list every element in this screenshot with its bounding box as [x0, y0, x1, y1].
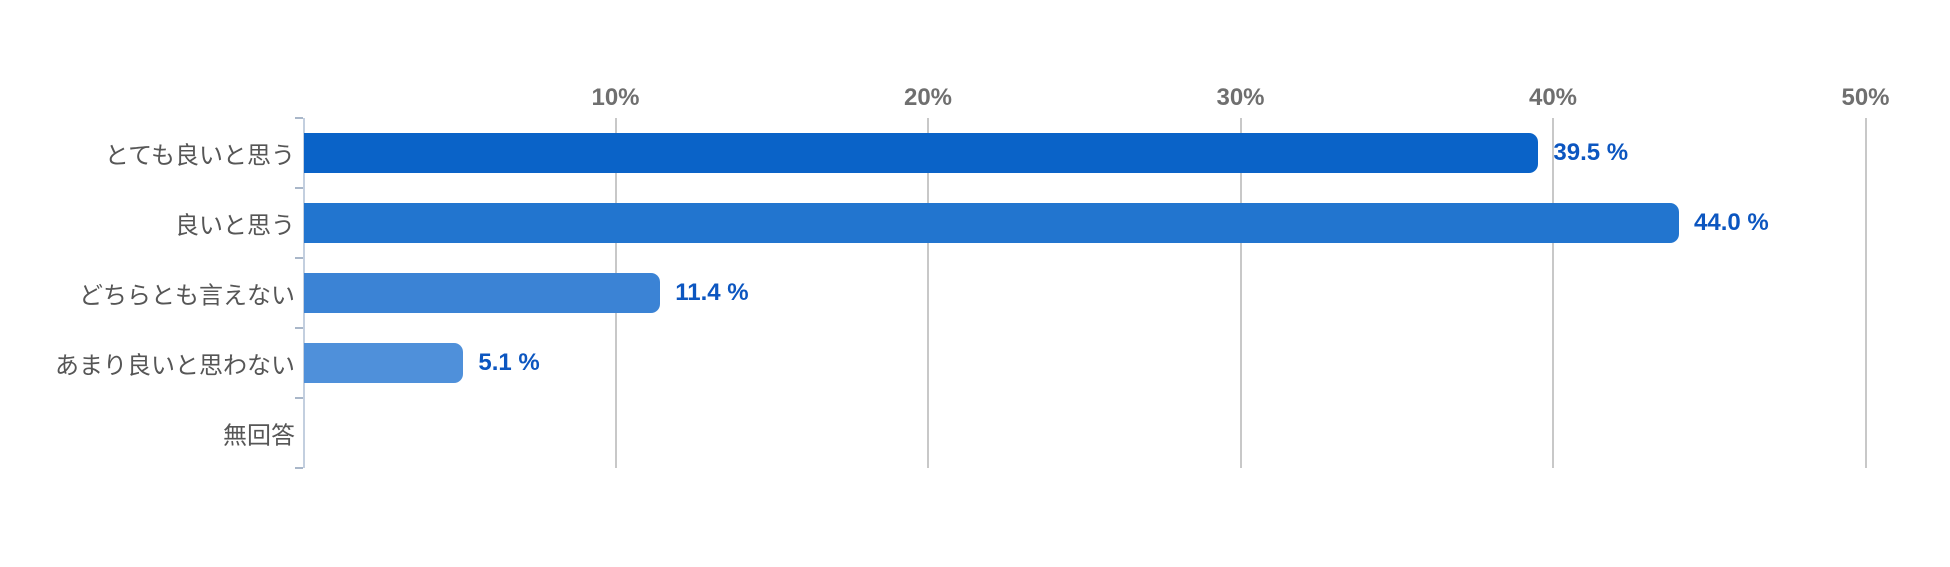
bar [304, 343, 464, 383]
y-axis-tick [295, 327, 303, 329]
x-axis-tick-label: 40% [1528, 84, 1578, 111]
bar [304, 273, 661, 313]
gridline [1239, 118, 1242, 468]
value-label: 44.0 % [1694, 209, 1769, 236]
x-axis-tick-label: 20% [903, 84, 953, 111]
y-axis-tick [295, 257, 303, 259]
bar [304, 133, 1539, 173]
x-axis-tick-label: 10% [591, 84, 640, 111]
category-label: 良いと思う [175, 212, 295, 240]
x-axis-tick-label: 30% [1216, 84, 1265, 111]
value-label: 39.5 % [1553, 139, 1629, 166]
category-label: どちらとも言えない [79, 282, 295, 310]
x-axis-tick-label: 50% [1841, 84, 1890, 111]
category-label: あまり良いと思わない [55, 352, 295, 380]
gridline [1864, 118, 1867, 468]
value-label: 11.4 % [675, 279, 749, 306]
category-label: とても良いと思う [104, 142, 295, 170]
gridline [1552, 118, 1554, 468]
gridline [927, 118, 929, 468]
y-axis-tick [295, 467, 303, 469]
value-label: 5.1 % [478, 349, 540, 376]
bar [304, 203, 1679, 243]
y-axis-tick [295, 397, 303, 399]
category-label: 無回答 [223, 422, 295, 450]
y-axis-tick [295, 187, 303, 189]
y-axis-tick [295, 117, 303, 119]
